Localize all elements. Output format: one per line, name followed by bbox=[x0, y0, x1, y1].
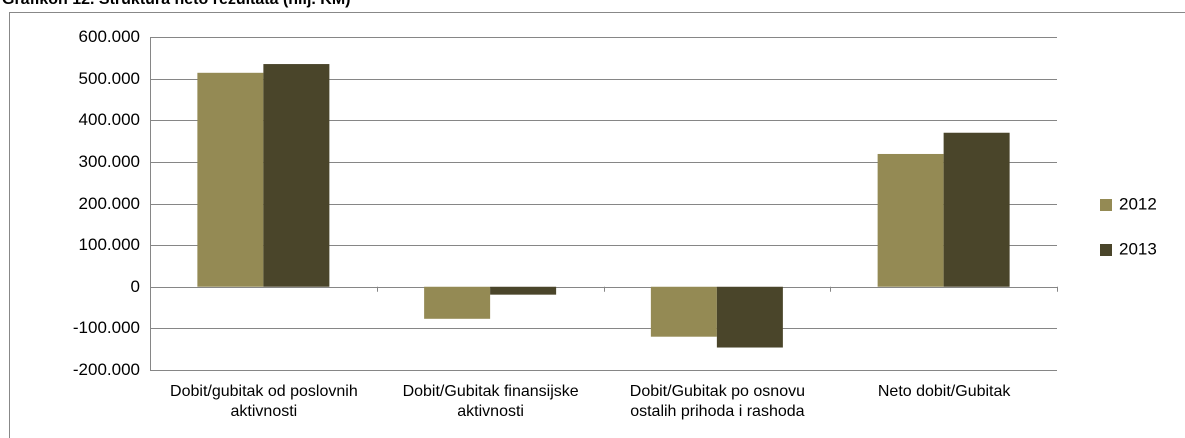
x-tick-label: Neto dobit/Gubitak bbox=[877, 383, 1011, 400]
bar bbox=[943, 132, 1010, 287]
y-tick-label: 300.000 bbox=[79, 152, 140, 171]
bar bbox=[197, 72, 264, 287]
y-tick-label: 400.000 bbox=[79, 110, 140, 129]
legend-label: 2012 bbox=[1119, 194, 1157, 213]
bar bbox=[424, 286, 491, 319]
bar bbox=[490, 286, 557, 295]
bar bbox=[877, 153, 944, 287]
bar bbox=[650, 286, 717, 337]
x-tick-label: Dobit/Gubitak po osnovu ostalih prihoda … bbox=[629, 383, 805, 420]
bar bbox=[716, 286, 783, 348]
y-tick-label: 0 bbox=[131, 277, 140, 296]
legend-swatch bbox=[1100, 199, 1112, 211]
y-tick-label: 100.000 bbox=[79, 235, 140, 254]
y-tick-label: 600.000 bbox=[79, 27, 140, 46]
legend-label: 2013 bbox=[1119, 239, 1157, 258]
x-tick-label: Dobit/gubitak od poslovnih aktivnosti bbox=[170, 383, 358, 420]
legend-swatch bbox=[1100, 244, 1112, 256]
y-tick-label: 500.000 bbox=[79, 69, 140, 88]
chart-title: Grafikon 12. Struktura neto rezultata (h… bbox=[2, 0, 351, 9]
x-tick-label: Dobit/Gubitak finansijske aktivnosti bbox=[402, 383, 579, 420]
y-tick-label: -100.000 bbox=[73, 318, 140, 337]
chart-border bbox=[9, 12, 1185, 438]
y-tick-label: 200.000 bbox=[79, 194, 140, 213]
y-tick-label: -200.000 bbox=[73, 360, 140, 379]
bar bbox=[263, 64, 330, 287]
